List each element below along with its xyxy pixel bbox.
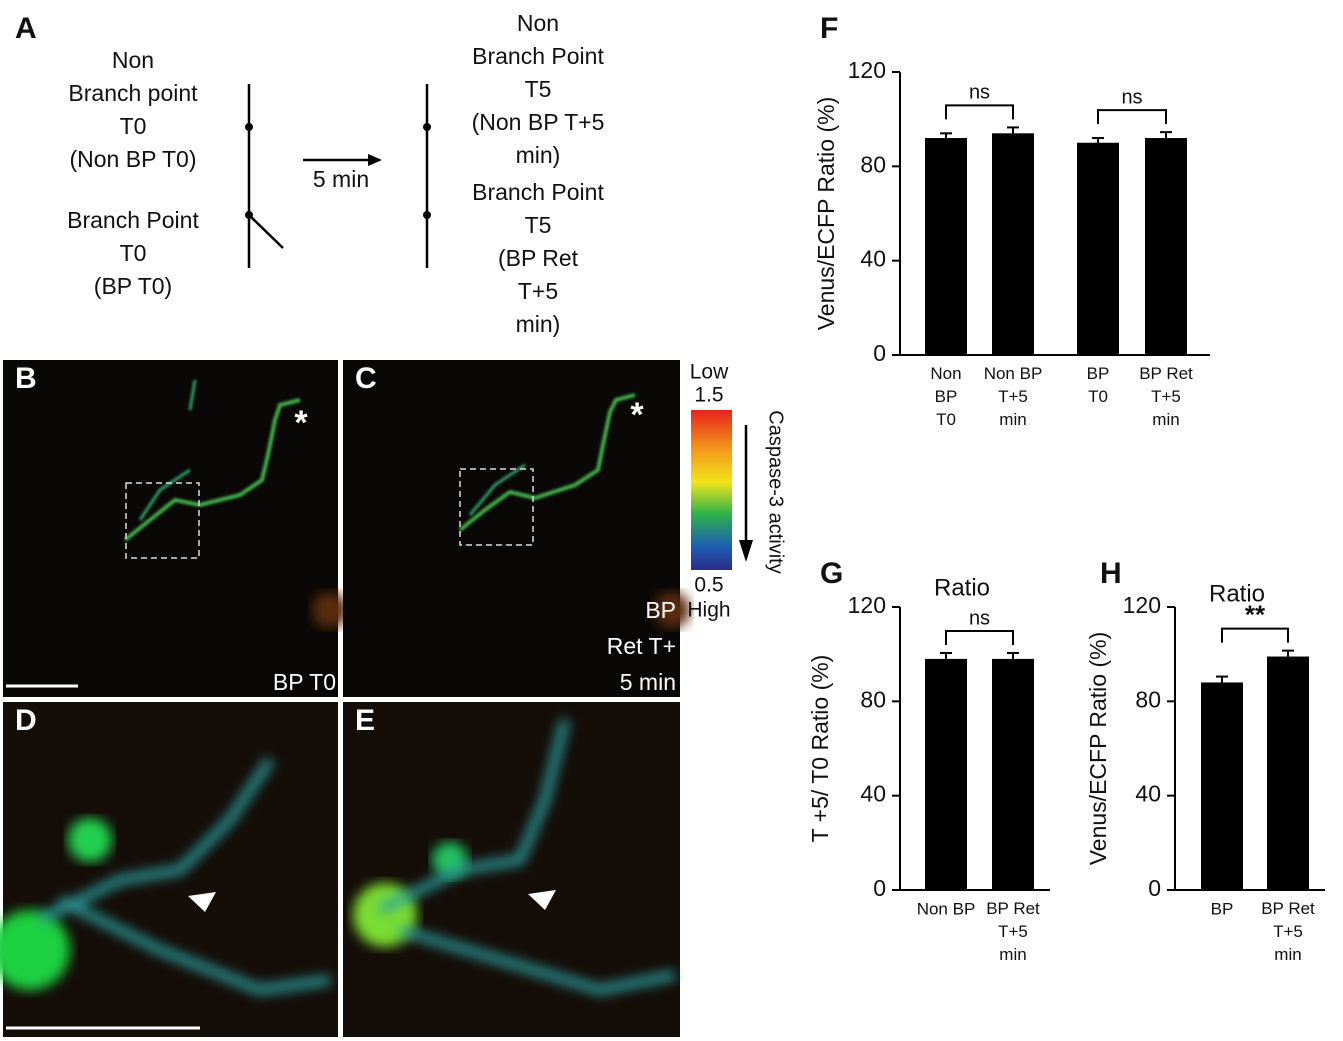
x-tick-label: Non BP T0 [930,364,961,429]
significance-bracket [945,104,1014,120]
bar [1267,656,1309,890]
schematic-label: Branch Point T0 (BP T0) [67,207,199,299]
colorbar-arrow [739,540,753,562]
schematic-label: Non Branch Point T5 (Non BP T+5 min) [472,10,605,168]
y-tick-label: 80 [860,686,886,712]
significance-label: ns [969,82,990,104]
y-axis-label: Venus/ECFP Ratio (%) [1085,632,1111,866]
marker: * [630,396,644,434]
bar [992,658,1034,890]
marker: * [294,404,308,442]
x-tick-label: Non BP T+5 min [984,364,1043,429]
colorbar [691,410,732,570]
schematic-label: Non Branch point T0 (Non BP T0) [68,47,198,172]
significance-label: ns [1121,86,1142,108]
panel-letter: B [15,362,37,395]
image-label: BP Ret T+ 5 min [607,597,676,695]
significance-label: ** [1245,600,1266,630]
y-tick-label: 0 [873,875,886,901]
x-tick-label: BP Ret T+5 min [1139,364,1193,429]
schematic-dots [245,123,431,219]
colorbar-label: Low [690,361,729,384]
image-b [3,360,348,697]
arrow-label: 5 min [313,166,369,192]
colorbar-max: 1.5 [694,384,723,407]
arrow-head [368,154,382,166]
bar [1077,142,1119,355]
x-tick-label: BP [1211,899,1234,918]
y-tick-label: 40 [860,246,886,272]
y-axis-label: Venus/ECFP Ratio (%) [813,97,839,331]
colorbar-label: High [687,599,730,622]
chart-title: Ratio [934,574,990,601]
bar [1201,682,1243,890]
panel-letter: F [820,12,838,45]
x-tick-label: BP Ret T+5 min [1261,899,1315,964]
y-tick-label: 0 [1148,875,1161,901]
y-tick-label: 80 [860,151,886,177]
y-tick-label: 120 [848,57,886,83]
bar [925,658,967,890]
panel-letter: C [355,362,377,395]
significance-bracket [1221,627,1289,643]
significance-bracket [1097,109,1167,125]
y-tick-label: 120 [1123,592,1161,618]
y-axis-label: T +5/ T0 Ratio (%) [807,655,833,843]
significance-bracket [945,629,1014,645]
panel-letter: A [15,12,37,45]
chart-title: Ratio [1209,580,1265,607]
image-e [343,702,680,1037]
x-tick-label: Non BP [917,899,976,918]
x-tick-label: BP T0 [1087,364,1110,406]
image-c [343,360,690,697]
bar [925,138,967,355]
bar [992,133,1034,355]
schematic-label: Branch Point T5 (BP Ret T+5 min) [472,179,604,337]
image-label: BP T0 [273,669,336,695]
schematic-drawing [247,84,429,268]
y-tick-label: 40 [1135,781,1161,807]
y-tick-label: 40 [860,781,886,807]
panel-letter: D [15,704,37,737]
significance-label: ns [969,607,990,629]
panel-letter: E [355,704,375,737]
x-tick-label: BP Ret T+5 min [986,899,1040,964]
y-tick-label: 80 [1135,686,1161,712]
panel-letter: H [1100,557,1122,590]
colorbar-min: 0.5 [694,574,723,597]
colorbar-title: Caspase-3 activity [765,410,787,573]
panel-letter: G [820,557,843,590]
y-tick-label: 120 [848,592,886,618]
bar [1145,138,1187,355]
image-d [0,702,338,1037]
y-tick-label: 0 [873,340,886,366]
